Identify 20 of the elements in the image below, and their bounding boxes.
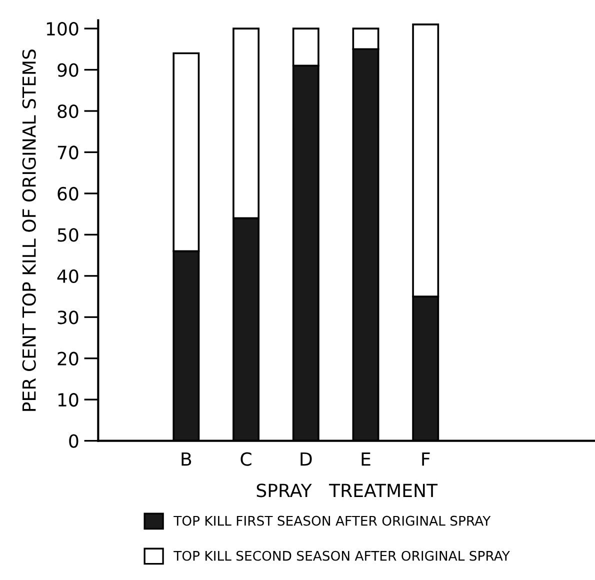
y-tick-label: 70: [58, 146, 78, 160]
x-axis-title: SPRAY TREATMENT: [256, 484, 438, 498]
y-tick-label: 80: [58, 104, 78, 118]
y-tick-label: 60: [58, 186, 78, 201]
y-tick-label: 30: [58, 310, 78, 324]
legend-label: TOP KILL FIRST SEASON AFTER ORIGINAL SPRAY: [174, 516, 491, 526]
y-tick-label: 40: [57, 269, 78, 284]
x-tick-label: F: [422, 452, 430, 466]
x-tick-label: C: [240, 452, 252, 466]
y-tick-label: 50: [58, 228, 78, 242]
x-tick-label: B: [182, 452, 192, 466]
legend-label: TOP KILL SECOND SEASON AFTER ORIGINAL SPRAY: [174, 550, 510, 561]
y-tick-label: 20: [58, 352, 78, 366]
y-tick-label: 90: [58, 63, 78, 77]
y-axis-title: PER CENT TOP KILL OF ORIGINAL STEMS: [22, 50, 36, 411]
y-tick-label: 0: [69, 434, 78, 448]
x-tick-label: E: [362, 452, 370, 466]
x-tick-label: D: [300, 452, 312, 466]
y-tick-label: 10: [58, 393, 78, 407]
y-tick-label: 100: [46, 22, 78, 36]
